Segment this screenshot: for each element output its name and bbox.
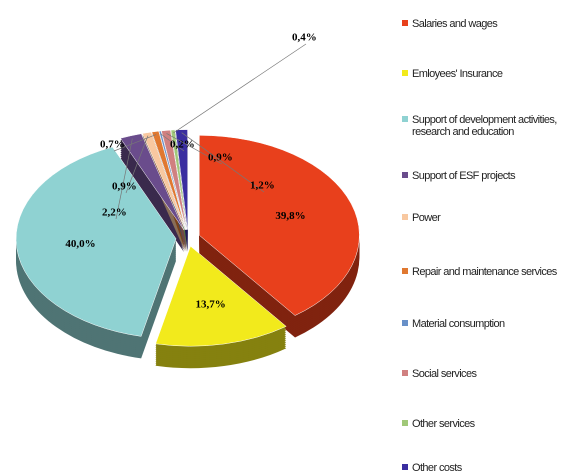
legend-item: Other services — [402, 418, 577, 430]
legend-label: Other costs — [412, 462, 462, 474]
slice — [142, 131, 186, 230]
legend-label: Support of development activities, resea… — [412, 114, 557, 138]
value-label: 13,7% — [195, 298, 225, 310]
legend-swatch — [402, 116, 408, 122]
slice — [158, 130, 187, 230]
value-label: 1,2% — [250, 180, 275, 192]
value-label: 40,0% — [65, 238, 95, 250]
leader-line — [181, 132, 265, 193]
legend-label: Power — [412, 212, 441, 224]
slice — [170, 129, 188, 230]
legend-label: Other services — [412, 418, 475, 430]
legend-label: Material consumption — [412, 318, 505, 330]
value-label: 39,8% — [275, 210, 305, 222]
leader-line — [173, 43, 307, 134]
slice — [161, 129, 187, 230]
legend-item: Salaries and wages — [402, 18, 577, 30]
slice — [151, 130, 186, 230]
value-label: 2,2% — [102, 207, 127, 219]
pie-area: 39,8% 13,7% 40,0% 2,2% 0,9% 0,7% 0,2% 0,9% 0,4% 1… — [15, 32, 360, 369]
legend-item: Other costs — [402, 462, 577, 474]
legend-label: Repair and maintenance services — [412, 266, 557, 278]
legend-item: Repair and maintenance services — [402, 266, 577, 278]
legend-item: Power — [402, 212, 577, 224]
legend-item: Support of ESF projects — [402, 170, 577, 182]
legend-item: Social services — [402, 368, 577, 380]
legend-swatch — [402, 268, 408, 274]
leader-line — [115, 138, 133, 220]
leader-line — [160, 133, 185, 152]
slice — [175, 129, 188, 230]
leader-line — [125, 135, 149, 194]
slice — [120, 133, 185, 231]
leader-line — [166, 133, 223, 165]
value-label: 0,4% — [292, 32, 317, 44]
legend-swatch — [402, 420, 408, 426]
legend-label: Emloyees' Insurance — [412, 68, 503, 80]
legend-swatch — [402, 214, 408, 220]
legend-swatch — [402, 320, 408, 326]
value-label: 0,9% — [208, 152, 233, 164]
legend-label: Salaries and wages — [412, 18, 498, 30]
legend-label: Support of ESF projects — [412, 170, 516, 182]
legend-swatch — [402, 70, 408, 76]
legend-swatch — [402, 172, 408, 178]
legend-item: Support of development activities, resea… — [402, 114, 577, 138]
legend-item: Emloyees' Insurance — [402, 68, 577, 80]
leader-line — [113, 134, 157, 152]
legend-label: Social services — [412, 368, 477, 380]
value-label: 0,7% — [100, 139, 125, 151]
value-label: 0,2% — [170, 139, 195, 151]
legend-swatch — [402, 464, 408, 470]
legend-item: Material consumption — [402, 318, 577, 330]
slice — [15, 146, 177, 337]
legend-swatch — [402, 20, 408, 26]
legend-swatch — [402, 370, 408, 376]
slice — [199, 135, 360, 316]
slice — [155, 245, 287, 347]
value-label: 0,9% — [112, 181, 137, 193]
